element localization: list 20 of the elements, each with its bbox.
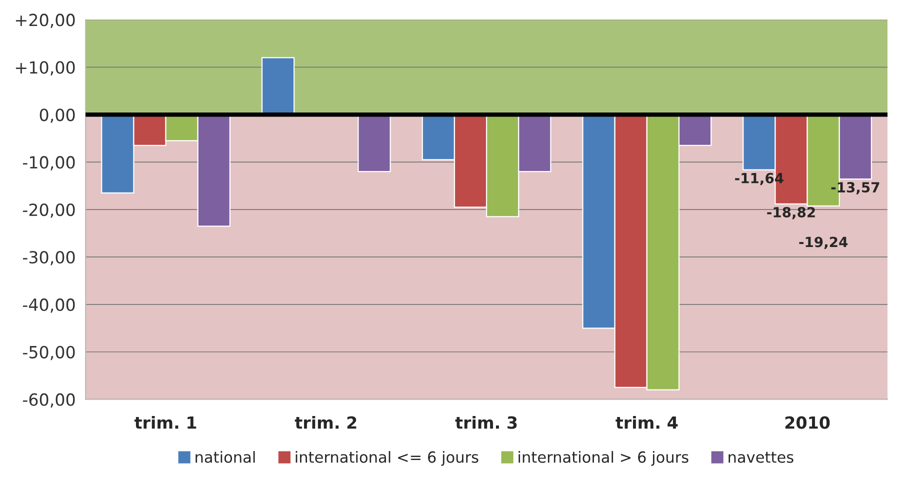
x-tick-label: trim. 3: [455, 416, 517, 429]
x-tick-label: 2010: [785, 416, 830, 429]
legend-label: navettes: [728, 452, 794, 463]
legend-label: national: [196, 451, 255, 463]
y-tick-label: +20,00: [16, 14, 75, 28]
x-tick-label: trim. 4: [616, 416, 678, 429]
y-tick-label: -30,00: [22, 250, 75, 266]
x-tick-label: trim. 2: [294, 416, 356, 429]
y-tick-label: -60,00: [22, 393, 75, 408]
legend-label: international <= 6 jours: [296, 451, 478, 466]
y-tick-label: 0,00: [40, 108, 75, 123]
y-tick-label: -50,00: [22, 346, 75, 360]
legend-label: international > 6 jours: [518, 451, 688, 466]
data-label: -19,24: [799, 236, 848, 249]
x-tick-label: trim. 1: [134, 416, 196, 429]
y-tick-label: -10,00: [22, 156, 75, 170]
y-tick-label: +10,00: [16, 61, 75, 76]
y-tick-label: -20,00: [22, 203, 75, 218]
y-tick-label: -40,00: [22, 298, 75, 313]
data-label: -18,82: [767, 206, 815, 220]
